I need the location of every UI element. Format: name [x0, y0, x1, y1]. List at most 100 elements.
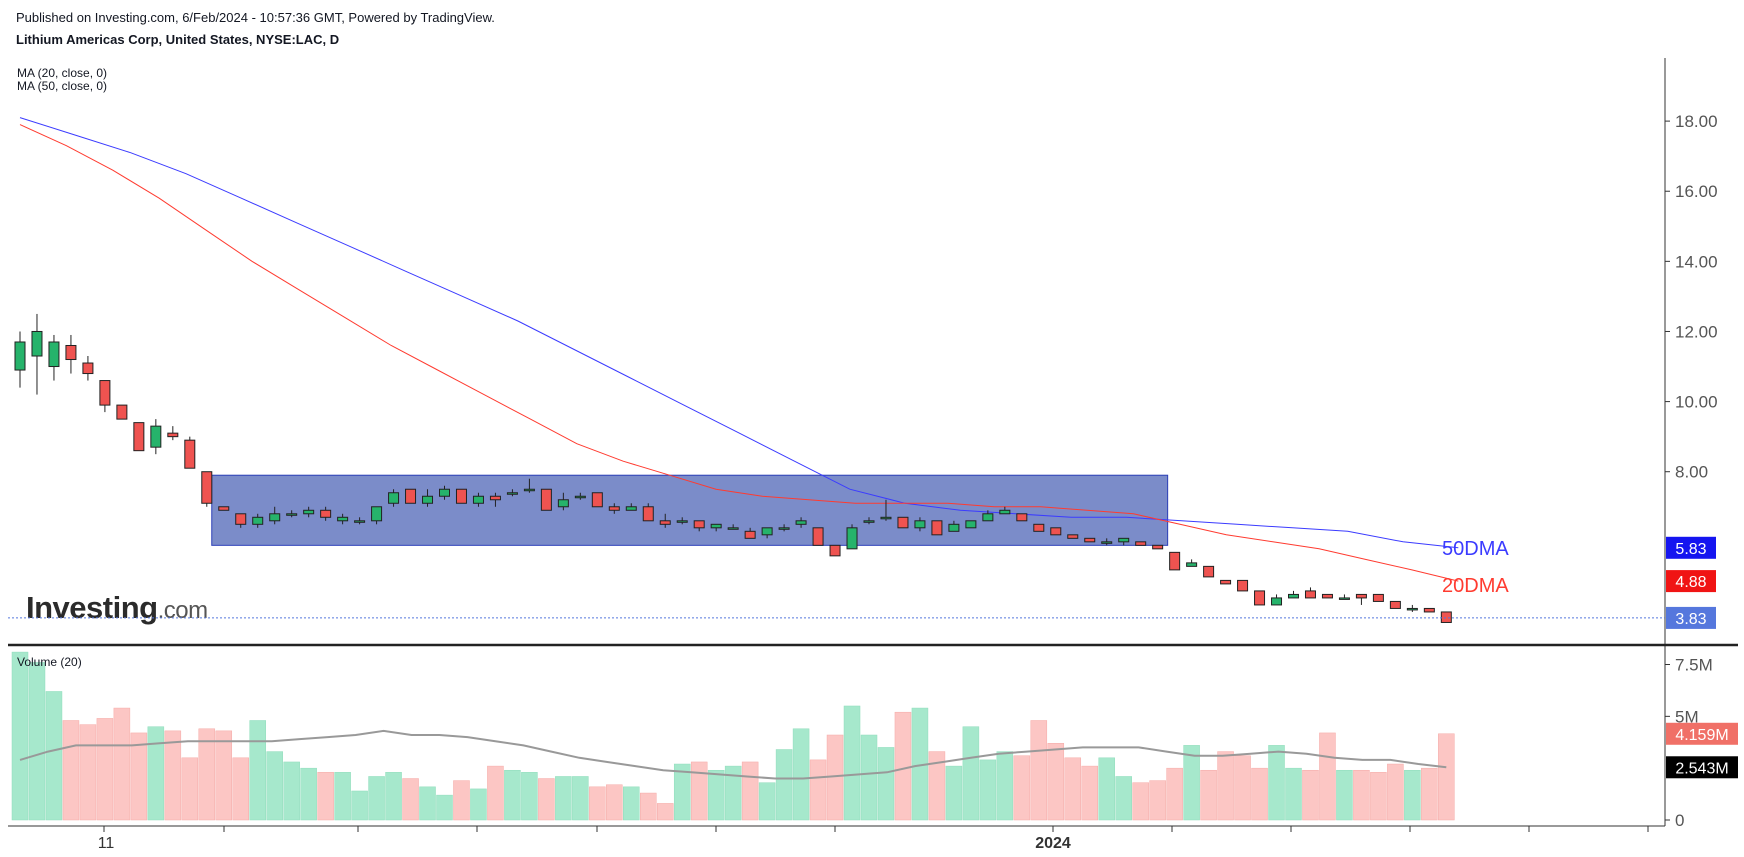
ma20-line — [19, 124, 1459, 582]
candle-up-body — [269, 513, 281, 522]
volume-bar — [1115, 776, 1132, 821]
candle — [1406, 604, 1418, 612]
candle-up-body — [914, 520, 926, 529]
candle — [744, 527, 756, 539]
price-badge — [1666, 536, 1716, 559]
candle — [388, 489, 400, 507]
volume-bar — [385, 772, 402, 821]
volume-bar — [28, 662, 46, 821]
volume-bar — [130, 732, 148, 821]
candle — [48, 334, 60, 381]
candle-down-body — [201, 471, 213, 504]
candle — [184, 436, 196, 469]
candle — [1067, 534, 1079, 539]
volume-bar — [215, 730, 233, 821]
candle — [1288, 590, 1299, 599]
candle — [320, 506, 332, 521]
candle-up-body — [48, 341, 60, 368]
volume-bar — [232, 757, 249, 821]
volume-badge-label: 4.159M — [1675, 727, 1728, 744]
candle-down-body — [1050, 527, 1062, 536]
volume-bar — [351, 790, 368, 821]
ma20-label: 20DMA — [1442, 575, 1509, 597]
candle — [82, 356, 94, 381]
ma20-legend[interactable]: MA (20, close, 0) — [17, 66, 108, 80]
volume-bar — [1149, 780, 1166, 821]
volume-bar — [894, 711, 912, 821]
volume-bar — [1200, 769, 1217, 821]
candle-up-body — [965, 520, 977, 529]
volume-bar — [45, 691, 63, 821]
volume-bar — [1098, 757, 1115, 821]
candle — [812, 527, 824, 546]
volume-bar — [470, 788, 487, 821]
candle-up-body — [337, 516, 349, 522]
candle-up-body — [422, 495, 434, 504]
candle — [1186, 559, 1198, 567]
volume-tick-label: 7.5M — [1675, 656, 1713, 675]
volume-bar — [1251, 767, 1268, 821]
price-badge-label: 3.83 — [1675, 611, 1706, 628]
ma50-legend[interactable]: MA (50, close, 0) — [17, 79, 108, 93]
candle-down-body — [1169, 551, 1181, 571]
candle — [1152, 544, 1164, 550]
time-tick-label: 2024 — [1035, 835, 1071, 852]
candle-up-body — [846, 527, 858, 550]
candle-down-body — [320, 509, 332, 518]
volume-bar — [1132, 782, 1149, 821]
price-badge-label: 5.83 — [1675, 541, 1706, 558]
volume-bar — [249, 720, 266, 821]
candle — [439, 485, 450, 500]
candle — [167, 426, 179, 441]
volume-badge-label: 2.543M — [1675, 760, 1728, 777]
candle-up-body — [880, 516, 892, 520]
volume-legend[interactable]: Volume (20) — [17, 655, 82, 669]
candle — [1271, 594, 1283, 606]
candle-up-body — [286, 513, 298, 516]
price-tick-label: 8.00 — [1675, 463, 1708, 482]
candle — [761, 527, 773, 539]
volume-bar — [62, 720, 80, 821]
candle-down-body — [1152, 544, 1164, 550]
candle — [659, 513, 671, 528]
candle-down-body — [82, 362, 94, 375]
volume-ma-line — [19, 729, 1447, 780]
candle — [455, 488, 467, 504]
volume-bar — [538, 778, 555, 821]
volume-bar — [1013, 755, 1031, 821]
candle — [1016, 513, 1028, 522]
candle — [1440, 611, 1452, 623]
volume-bar — [843, 705, 861, 821]
volume-bar — [113, 707, 131, 821]
volume-bar — [504, 769, 521, 821]
candle-down-body — [931, 520, 943, 536]
candle-up-body — [778, 527, 790, 530]
candle — [1304, 587, 1316, 599]
price-tick-label: 10.00 — [1675, 393, 1718, 412]
candle-up-body — [1288, 593, 1299, 599]
volume-bar — [521, 772, 538, 821]
candle-down-body — [1254, 590, 1266, 606]
volume-bar — [775, 749, 793, 821]
candle — [472, 492, 484, 507]
candle — [371, 506, 383, 525]
volume-bar — [877, 747, 895, 821]
volume-bar — [572, 776, 589, 821]
candle-down-body — [1220, 579, 1232, 585]
candle — [727, 524, 739, 530]
candle — [269, 506, 281, 525]
candle — [1135, 541, 1147, 546]
candle-up-body — [1118, 537, 1130, 543]
candle-up-body — [1338, 597, 1350, 600]
candle — [337, 513, 349, 525]
volume-bar — [1404, 769, 1421, 821]
candle — [31, 313, 43, 395]
candle-up-body — [999, 509, 1011, 515]
candle-up-body — [388, 492, 400, 504]
candle-down-body — [1016, 513, 1028, 522]
candle-down-body — [489, 495, 501, 501]
volume-bar — [1438, 733, 1455, 821]
volume-bar — [1302, 769, 1319, 821]
candle — [1118, 537, 1130, 546]
